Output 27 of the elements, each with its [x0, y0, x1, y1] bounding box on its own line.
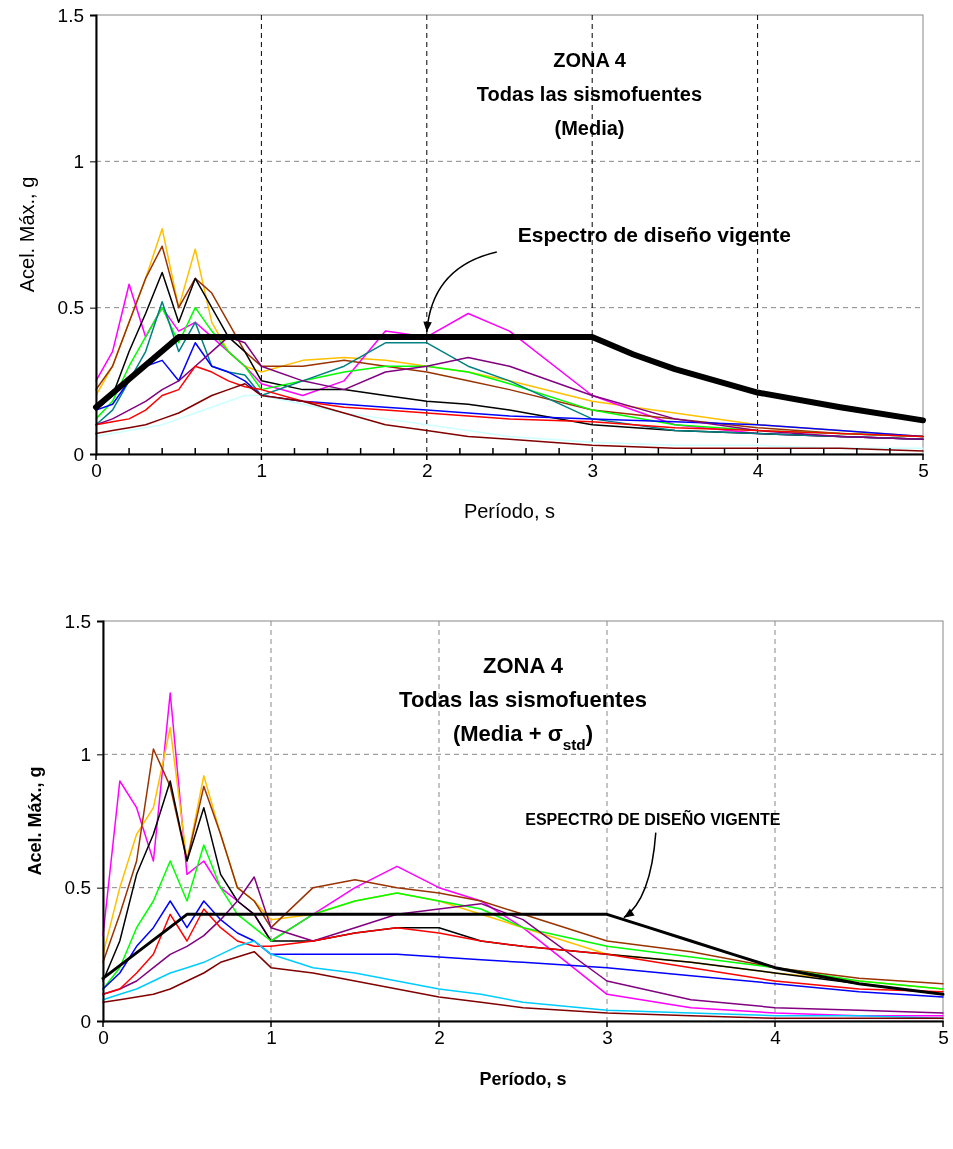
annotation: Espectro de diseño vigente	[517, 222, 791, 246]
y-tick-label: 0.5	[57, 297, 84, 319]
y-tick-label: 0.5	[64, 877, 91, 899]
x-tick-label: 2	[422, 460, 433, 482]
annotation: ESPECTRO DE DISEÑO VIGENTE	[525, 808, 781, 828]
y-tick-label: 0	[80, 1010, 91, 1032]
x-tick-label: 2	[434, 1027, 445, 1049]
text: ZONA 4 Todas las sismofuentes (Media)	[476, 49, 703, 139]
x-tick-label: 5	[918, 460, 929, 482]
x-tick-label: 1	[256, 460, 268, 482]
x-tick-label: 0	[98, 1027, 109, 1049]
x-axis-title: Período, s	[479, 1069, 567, 1089]
y-tick-label: 0	[73, 443, 84, 465]
y-tick-label: 1	[73, 150, 84, 172]
text: ZONA 4 Todas las sismofuentes (Media + σ$_{std}$)	[399, 653, 647, 753]
y-tick-label: 1.5	[57, 4, 84, 26]
y-tick-label: 1	[80, 743, 91, 765]
x-tick-label: 5	[938, 1027, 949, 1049]
x-tick-label: 1	[266, 1027, 277, 1049]
x-tick-label: 4	[770, 1027, 782, 1049]
x-tick-label: 4	[752, 460, 764, 482]
y-axis-title: Acel. Máx., g	[25, 766, 45, 876]
y-tick-label: 1.5	[64, 610, 91, 632]
y-axis-title: Acel. Máx., g	[16, 176, 38, 293]
x-tick-label: 3	[602, 1027, 613, 1049]
x-tick-label: 3	[587, 460, 598, 482]
x-axis-title: Período, s	[463, 500, 556, 522]
